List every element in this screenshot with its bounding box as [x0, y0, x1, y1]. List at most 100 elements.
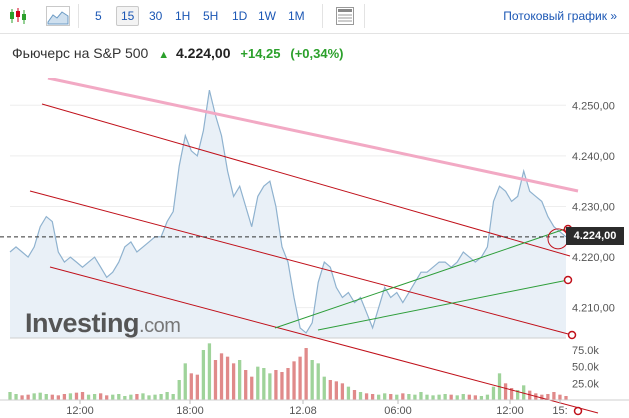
volume-bar	[280, 372, 284, 400]
last-price: 4.224,00	[175, 45, 231, 61]
volume-bar	[86, 394, 91, 400]
volume-bar	[407, 394, 411, 400]
volume-tick-label: 75.0k	[572, 345, 599, 357]
volume-bar	[105, 395, 109, 400]
table-view-icon[interactable]	[335, 6, 357, 26]
channel-line	[49, 266, 599, 414]
volume-bar	[516, 390, 520, 400]
volume-bar	[352, 390, 357, 400]
price-chart[interactable]: 4.250,00 4.240,00 4.230,00 4.220,00 4.210,00…	[0, 78, 629, 418]
volume-bar	[286, 368, 290, 400]
volume-bar	[171, 394, 175, 400]
volume-bar	[44, 394, 48, 400]
volume-bar	[219, 353, 224, 400]
volume-bar	[207, 343, 212, 400]
volume-bar	[32, 393, 36, 400]
volume-bar	[213, 360, 218, 400]
logo-suffix: .com	[139, 315, 181, 337]
timeframe-1m[interactable]: 1M	[288, 9, 305, 23]
timeframe-5[interactable]: 5	[95, 9, 102, 23]
volume-bar	[274, 370, 278, 400]
volume-tick-label: 50.0k	[572, 362, 599, 374]
timeframe-5h[interactable]: 5H	[203, 9, 219, 23]
volume-bar	[455, 395, 459, 400]
volume-bar	[20, 395, 24, 400]
volume-bar	[256, 366, 260, 400]
volume-bar	[425, 394, 429, 400]
volume-bar	[189, 373, 193, 400]
y-tick-label: 4.230,00	[572, 201, 615, 213]
volume-bar	[26, 394, 30, 400]
volume-bar	[316, 363, 320, 400]
volume-bar	[201, 350, 206, 400]
volume-bar	[528, 390, 532, 400]
volume-bar	[304, 348, 308, 400]
toolbar-divider	[364, 4, 365, 28]
volume-bar	[395, 394, 399, 400]
volume-bar	[38, 392, 42, 400]
volume-bar	[491, 386, 496, 400]
x-tick-label: 06:00	[384, 405, 412, 417]
volume-bar	[383, 393, 387, 400]
volume-bar	[153, 394, 157, 400]
volume-bar	[485, 394, 490, 400]
volume-bar	[328, 380, 332, 400]
volume-bar	[413, 394, 417, 400]
line-endpoint-handle	[563, 275, 573, 285]
volume-bar	[437, 394, 441, 400]
volume-bar	[467, 394, 471, 400]
timeframe-15[interactable]: 15	[116, 6, 140, 26]
volume-bar	[117, 394, 121, 400]
timeframe-1w[interactable]: 1W	[258, 9, 276, 23]
candlestick-chart-icon[interactable]	[8, 6, 30, 26]
y-tick-label: 4.240,00	[572, 151, 615, 163]
volume-bar	[123, 396, 127, 400]
volume-bar	[509, 388, 514, 400]
volume-tick-label: 25.0k	[572, 378, 599, 390]
volume-bar	[8, 392, 12, 400]
volume-bar	[346, 386, 351, 400]
volume-bar	[564, 396, 568, 400]
instrument-name: Фьючерс на S&P 500	[12, 45, 149, 61]
area-chart-icon[interactable]	[46, 6, 70, 26]
volume-bar	[431, 395, 435, 400]
volume-bar	[449, 394, 453, 400]
current-price-marker: 4.224,00	[566, 227, 624, 245]
timeframe-1d[interactable]: 1D	[232, 9, 248, 23]
line-endpoint-handle	[573, 406, 583, 416]
volume-bar	[377, 394, 381, 400]
channel-line	[29, 190, 573, 336]
y-tick-label: 4.250,00	[572, 100, 615, 112]
y-tick-label: 4.220,00	[572, 252, 615, 264]
volume-bar	[250, 376, 254, 400]
volume-bar	[522, 385, 526, 400]
volume-bar	[268, 373, 272, 400]
volume-bar	[62, 394, 67, 400]
volume-bar	[177, 380, 181, 400]
volume-bar	[292, 361, 296, 400]
volume-bar	[558, 394, 562, 400]
up-arrow-icon: ▲	[158, 49, 170, 61]
volume-bar	[99, 393, 103, 400]
volume-bar	[225, 356, 230, 400]
volume-bar	[14, 394, 18, 400]
timeframe-1h[interactable]: 1H	[175, 9, 191, 23]
channel-line	[41, 103, 571, 257]
timeframe-30[interactable]: 30	[149, 9, 163, 23]
volume-bar	[419, 392, 423, 400]
volume-bar	[74, 392, 79, 400]
investing-logo: Investing.com	[25, 308, 181, 339]
x-tick-label: 18:00	[176, 405, 204, 417]
x-tick-label: 12.08	[289, 405, 317, 417]
volume-bar	[165, 392, 169, 400]
volume-bar	[401, 393, 405, 400]
streaming-chart-link[interactable]: Потоковый график »	[503, 9, 617, 23]
volume-bar	[546, 394, 550, 400]
price-change-percent: (+0,34%)	[290, 46, 344, 61]
volume-bar	[503, 383, 508, 400]
x-tick-label: 15:	[552, 405, 567, 417]
volume-bar	[552, 392, 556, 400]
volume-bar	[262, 368, 266, 400]
volume-bar	[461, 394, 465, 400]
volume-bar	[540, 394, 544, 400]
